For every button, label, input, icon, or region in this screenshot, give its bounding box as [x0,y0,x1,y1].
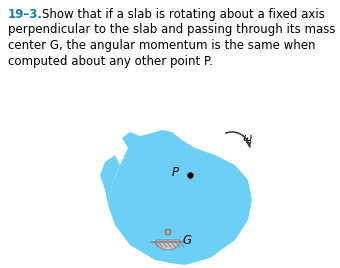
Text: center G, the angular momentum is the same when: center G, the angular momentum is the sa… [8,39,316,52]
Text: G: G [182,234,191,247]
Text: P: P [172,166,179,180]
Text: Show that if a slab is rotating about a fixed axis: Show that if a slab is rotating about a … [42,8,325,21]
Text: computed about any other point P.: computed about any other point P. [8,54,213,68]
Polygon shape [108,130,252,265]
Circle shape [165,229,171,235]
Text: 19–3.: 19–3. [8,8,43,21]
Polygon shape [156,240,180,250]
Text: perpendicular to the slab and passing through its mass: perpendicular to the slab and passing th… [8,24,336,36]
Text: ω: ω [243,133,252,143]
Polygon shape [100,155,120,205]
